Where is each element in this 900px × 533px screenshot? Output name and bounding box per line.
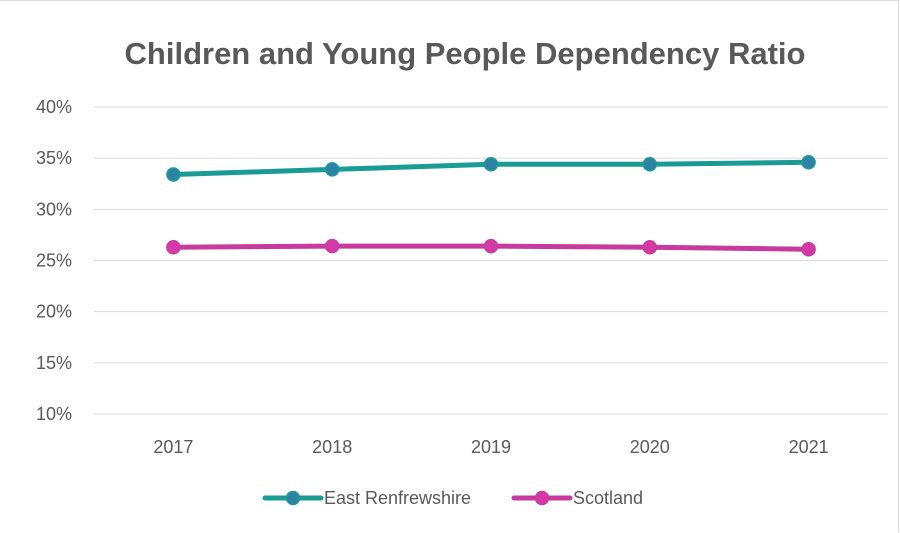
series-1 (166, 238, 816, 257)
gridlines (94, 106, 888, 415)
legend-marker (285, 490, 301, 506)
legend-label: Scotland (573, 488, 643, 508)
data-point (483, 157, 499, 172)
data-point (801, 241, 816, 257)
data-point (801, 155, 816, 170)
x-tick-label: 2017 (153, 437, 193, 457)
data-point (166, 239, 181, 255)
y-tick-label: 15% (36, 353, 72, 373)
data-point (642, 157, 658, 172)
series-0 (166, 155, 816, 182)
y-tick-label: 35% (36, 148, 72, 168)
legend-item: Scotland (511, 488, 643, 508)
legend-item: East Renfrewshire (262, 488, 471, 508)
y-axis-tick-labels: 10% 15% 20% 25% 30% 35% 40% (36, 97, 72, 424)
x-tick-label: 2019 (471, 437, 511, 457)
x-axis-tick-labels: 2017 2018 2019 2020 2021 (153, 437, 828, 457)
chart-title: Children and Young People Dependency Rat… (125, 36, 806, 71)
y-tick-label: 20% (36, 302, 72, 322)
data-point (166, 167, 181, 182)
y-tick-label: 25% (36, 251, 72, 271)
x-tick-label: 2020 (630, 437, 670, 457)
legend: East Renfrewshire Scotland (262, 488, 643, 508)
legend-marker (534, 490, 550, 506)
y-tick-label: 30% (36, 199, 72, 219)
x-tick-label: 2018 (312, 437, 352, 457)
data-point (324, 238, 340, 254)
series-lines (166, 155, 816, 257)
y-tick-label: 40% (36, 97, 72, 117)
y-tick-label: 10% (36, 404, 72, 424)
data-point (642, 239, 658, 255)
x-tick-label: 2021 (789, 437, 829, 457)
data-point (324, 162, 340, 177)
legend-label: East Renfrewshire (324, 488, 471, 508)
data-point (483, 238, 499, 254)
